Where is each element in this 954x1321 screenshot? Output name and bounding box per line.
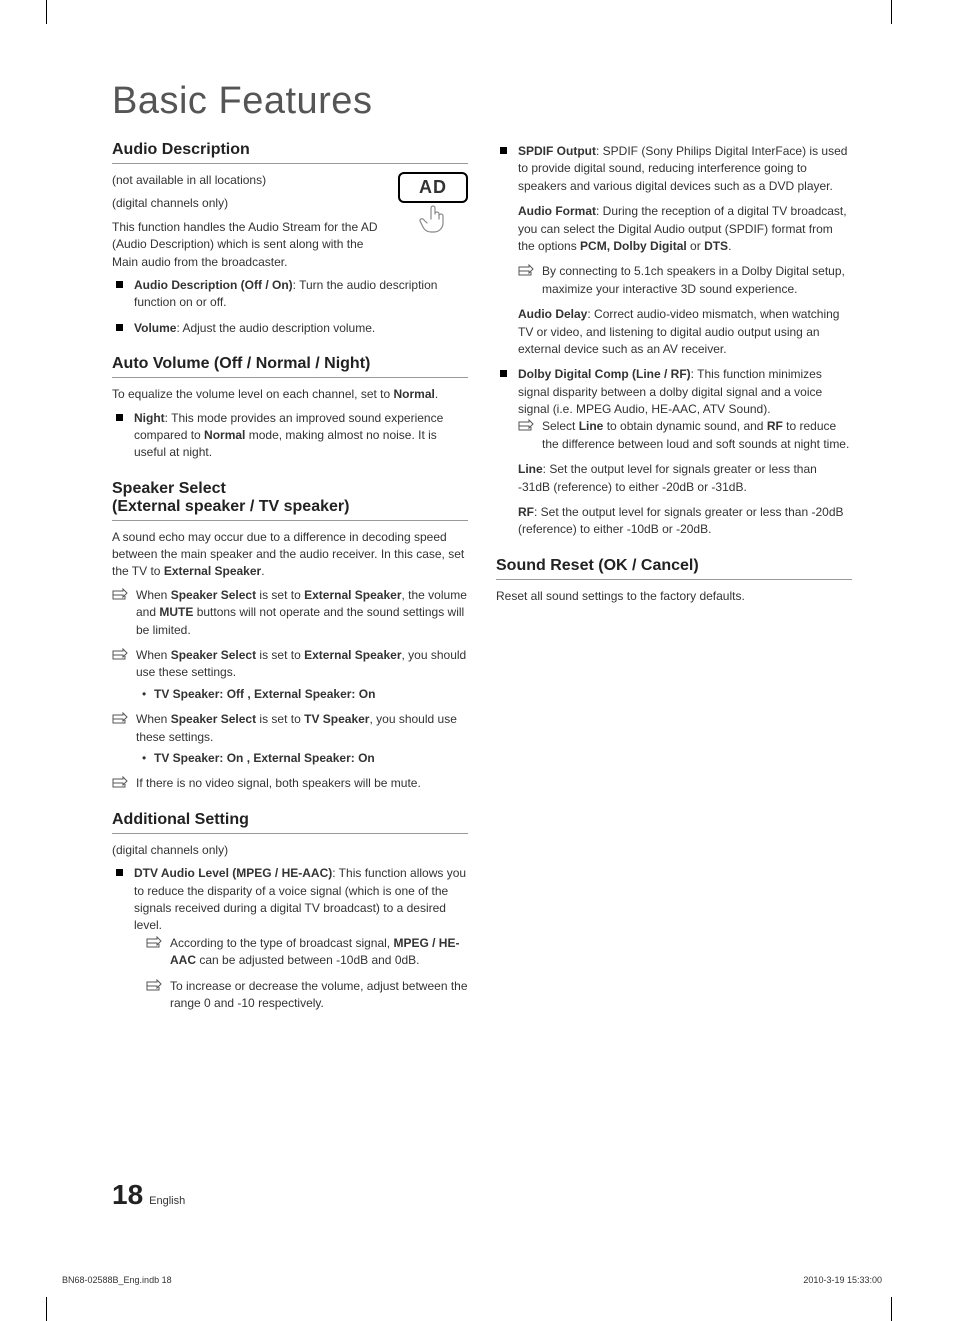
dolby-note: Select Line to obtain dynamic sound, and… — [518, 418, 852, 453]
heading-audio-description: Audio Description — [112, 141, 468, 164]
page-number: 18 — [112, 1179, 143, 1211]
dolby-line: Line: Set the output level for signals g… — [518, 461, 852, 496]
note-icon — [146, 979, 162, 991]
audio-format: Audio Format: During the reception of a … — [518, 203, 852, 255]
page-title: Basic Features — [112, 80, 852, 123]
additional-note: (digital channels only) — [112, 842, 468, 859]
speaker-note-3: When Speaker Select is set to TV Speaker… — [112, 711, 468, 767]
ad-figure: AD — [398, 172, 468, 239]
dtv-audio-level: DTV Audio Level (MPEG / HE-AAC): This fu… — [112, 865, 468, 1012]
doc-id: BN68-02588B_Eng.indb 18 — [62, 1275, 172, 1285]
audio-delay: Audio Delay: Correct audio-video mismatc… — [518, 306, 852, 358]
ad-item-onoff: Audio Description (Off / On): Turn the a… — [112, 277, 468, 312]
left-column: Audio Description AD (not available in a… — [112, 141, 468, 1020]
hand-icon — [416, 205, 450, 239]
auto-volume-items: Night: This mode provides an improved so… — [112, 410, 468, 462]
note-icon — [112, 648, 128, 660]
heading-auto-volume: Auto Volume (Off / Normal / Night) — [112, 355, 468, 378]
note-icon — [518, 264, 534, 276]
page-language: English — [149, 1195, 185, 1207]
heading-speaker-select: Speaker Select (External speaker / TV sp… — [112, 480, 468, 521]
note-icon — [112, 588, 128, 600]
note-icon — [112, 712, 128, 724]
ad-item-volume: Volume: Adjust the audio description vol… — [112, 320, 468, 337]
dtv-note-1: According to the type of broadcast signa… — [146, 935, 468, 970]
heading-additional: Additional Setting — [112, 811, 468, 834]
speaker-note-2-sub: TV Speaker: Off , External Speaker: On — [136, 686, 468, 703]
columns: Audio Description AD (not available in a… — [112, 141, 852, 1020]
auto-volume-intro: To equalize the volume level on each cha… — [112, 386, 468, 403]
crop-mark — [46, 1297, 47, 1321]
speaker-note-3-sub: TV Speaker: On , External Speaker: On — [136, 750, 468, 767]
spdif-output: SPDIF Output: SPDIF (Sony Philips Digita… — [496, 143, 852, 358]
note-icon — [518, 419, 534, 431]
speaker-note-4: If there is no video signal, both speake… — [112, 775, 468, 792]
speaker-note-1: When Speaker Select is set to External S… — [112, 587, 468, 639]
ad-label: AD — [398, 172, 468, 203]
doc-timestamp: 2010-3-19 15:33:00 — [803, 1275, 882, 1285]
spdif-items: SPDIF Output: SPDIF (Sony Philips Digita… — [496, 143, 852, 539]
sound-reset-text: Reset all sound settings to the factory … — [496, 588, 852, 605]
ad-items: Audio Description (Off / On): Turn the a… — [112, 277, 468, 337]
additional-items: DTV Audio Level (MPEG / HE-AAC): This fu… — [112, 865, 468, 1012]
speaker-note-2: When Speaker Select is set to External S… — [112, 647, 468, 703]
note-icon — [146, 936, 162, 948]
speaker-notes: When Speaker Select is set to External S… — [112, 587, 468, 793]
right-column: SPDIF Output: SPDIF (Sony Philips Digita… — [496, 141, 852, 1020]
dtv-note-2: To increase or decrease the volume, adju… — [146, 978, 468, 1013]
crop-mark — [891, 1297, 892, 1321]
note-icon — [112, 776, 128, 788]
heading-sound-reset: Sound Reset (OK / Cancel) — [496, 557, 852, 580]
crop-mark — [46, 0, 47, 24]
footer: 18 English — [112, 1179, 185, 1211]
audio-format-note: By connecting to 5.1ch speakers in a Dol… — [518, 263, 852, 298]
auto-volume-night: Night: This mode provides an improved so… — [112, 410, 468, 462]
speaker-intro: A sound echo may occur due to a differen… — [112, 529, 468, 581]
page-content: Basic Features Audio Description AD (not… — [112, 80, 852, 1020]
crop-mark — [891, 0, 892, 24]
dolby-comp: Dolby Digital Comp (Line / RF): This fun… — [496, 366, 852, 539]
dolby-rf: RF: Set the output level for signals gre… — [518, 504, 852, 539]
